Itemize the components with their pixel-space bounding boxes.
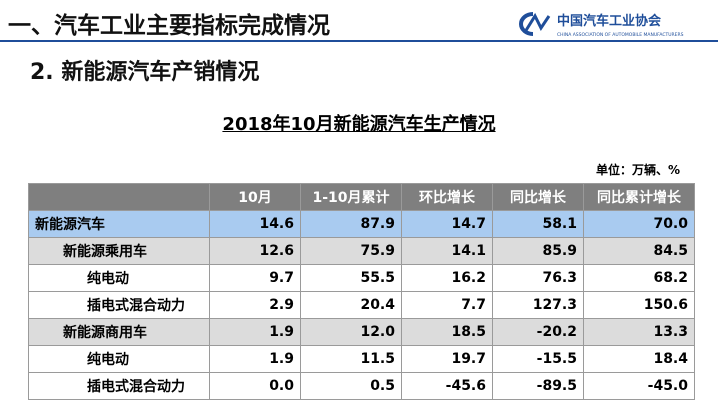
- value-cell: 1.9: [209, 318, 301, 346]
- column-header: 同比增长: [492, 183, 584, 211]
- value-cell: 68.2: [583, 264, 695, 292]
- value-cell: 84.5: [583, 237, 695, 265]
- value-cell: -15.5: [492, 345, 584, 373]
- value-cell: 70.0: [583, 210, 695, 238]
- value-cell: 13.3: [583, 318, 695, 346]
- unit-note: 单位：万辆、%: [595, 163, 680, 177]
- row-label: 新能源乘用车: [28, 237, 210, 265]
- column-header: 1-10月累计: [300, 183, 402, 211]
- value-cell: 2.9: [209, 291, 301, 319]
- value-cell: 11.5: [300, 345, 402, 373]
- slide-title: 一、汽车工业主要指标完成情况: [8, 13, 330, 39]
- logo-english: CHINA ASSOCIATION OF AUTOMOBILE MANUFACT…: [557, 32, 684, 38]
- value-cell: 19.7: [401, 345, 493, 373]
- value-cell: 58.1: [492, 210, 584, 238]
- value-cell: 85.9: [492, 237, 584, 265]
- value-cell: 14.6: [209, 210, 301, 238]
- value-cell: 18.5: [401, 318, 493, 346]
- value-cell: 12.6: [209, 237, 301, 265]
- value-cell: 14.1: [401, 237, 493, 265]
- value-cell: 12.0: [300, 318, 402, 346]
- value-cell: 14.7: [401, 210, 493, 238]
- table-row: 插电式混合动力 2.9 20.4 7.7 127.3 150.6: [28, 291, 695, 319]
- row-label: 纯电动: [28, 264, 210, 292]
- table-row: 新能源乘用车 12.6 75.9 14.1 85.9 84.5: [28, 237, 695, 265]
- value-cell: -89.5: [492, 372, 584, 400]
- row-label: 纯电动: [28, 345, 210, 373]
- value-cell: 75.9: [300, 237, 402, 265]
- column-header: 同比累计增长: [583, 183, 695, 211]
- table-row: 新能源汽车 14.6 87.9 14.7 58.1 70.0: [28, 210, 695, 238]
- value-cell: 0.0: [209, 372, 301, 400]
- header-rule: [0, 40, 718, 42]
- table-row: 插电式混合动力 0.0 0.5 -45.6 -89.5 -45.0: [28, 372, 695, 400]
- value-cell: -20.2: [492, 318, 584, 346]
- row-label: 新能源商用车: [28, 318, 210, 346]
- row-label: 插电式混合动力: [28, 372, 210, 400]
- value-cell: 18.4: [583, 345, 695, 373]
- table-row: 新能源商用车 1.9 12.0 18.5 -20.2 13.3: [28, 318, 695, 346]
- table-title: 2018年10月新能源汽车生产情况: [0, 110, 718, 136]
- logo-mark: [519, 12, 534, 36]
- row-label: 插电式混合动力: [28, 291, 210, 319]
- section-title: 2. 新能源汽车产销情况: [30, 60, 260, 85]
- table-row: 纯电动 1.9 11.5 19.7 -15.5 18.4: [28, 345, 695, 373]
- value-cell: 55.5: [300, 264, 402, 292]
- value-cell: 9.7: [209, 264, 301, 292]
- value-cell: 16.2: [401, 264, 493, 292]
- logo-name: 中国汽车工业协会: [557, 13, 662, 29]
- row-label: 新能源汽车: [28, 210, 210, 238]
- value-cell: 20.4: [300, 291, 402, 319]
- table-title-text: 2018年10月新能源汽车生产情况: [222, 114, 496, 135]
- value-cell: 76.3: [492, 264, 584, 292]
- logo: 中国汽车工业协会 CHINA ASSOCIATION OF AUTOMOBILE…: [519, 12, 684, 38]
- value-cell: 127.3: [492, 291, 584, 319]
- table-body: 10月 1-10月累计 环比增长 同比增长 同比累计增长 新能源汽车 14.6 87.9 14.…: [28, 183, 695, 400]
- column-header: 环比增长: [401, 183, 493, 211]
- column-header: [28, 183, 210, 211]
- table-row: 纯电动 9.7 55.5 16.2 76.3 68.2: [28, 264, 695, 292]
- value-cell: 0.5: [300, 372, 402, 400]
- value-cell: 87.9: [300, 210, 402, 238]
- header-row: 10月 1-10月累计 环比增长 同比增长 同比累计增长: [28, 183, 695, 211]
- table: 10月 1-10月累计 环比增长 同比增长 同比累计增长 新能源汽车 14.6 87.9 14.…: [28, 183, 695, 400]
- value-cell: 150.6: [583, 291, 695, 319]
- value-cell: -45.0: [583, 372, 695, 400]
- value-cell: -45.6: [401, 372, 493, 400]
- column-header: 10月: [209, 183, 301, 211]
- logo-mark: [523, 12, 551, 33]
- value-cell: 7.7: [401, 291, 493, 319]
- value-cell: 1.9: [209, 345, 301, 373]
